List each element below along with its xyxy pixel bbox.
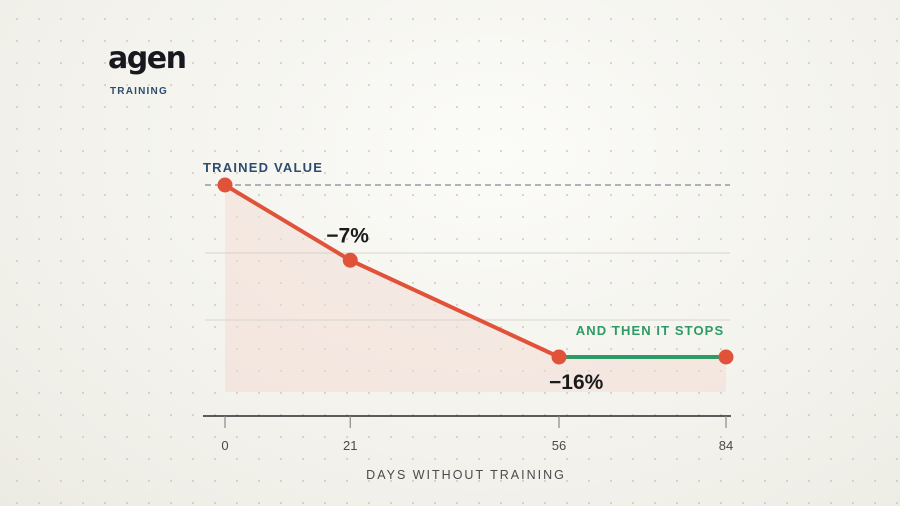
annotations: −7% −16% AND THEN IT STOPS <box>326 224 724 394</box>
data-point <box>217 177 233 193</box>
trained-value-label: TRAINED VALUE <box>203 160 323 175</box>
x-tick-label: 84 <box>719 438 733 453</box>
data-point <box>551 349 567 365</box>
annotation-and-then-it-stops: AND THEN IT STOPS <box>576 323 724 338</box>
brand-logo: agen TRAINING <box>108 41 187 98</box>
brand-name: agen <box>108 41 187 76</box>
x-tick-label: 21 <box>343 438 357 453</box>
data-points <box>217 177 734 365</box>
brand-subtitle: TRAINING <box>110 86 168 97</box>
x-tick-label: 0 <box>221 438 228 453</box>
gridlines <box>205 252 730 321</box>
annotation-minus-16: −16% <box>549 371 604 394</box>
x-axis-title: DAYS WITHOUT TRAINING <box>366 468 566 482</box>
x-tick-label: 56 <box>552 438 566 453</box>
x-axis-ticks: 0 21 56 84 <box>221 416 733 453</box>
data-point <box>718 349 734 365</box>
area-fill <box>225 185 726 392</box>
annotation-minus-7: −7% <box>326 224 369 247</box>
data-point <box>342 252 358 268</box>
